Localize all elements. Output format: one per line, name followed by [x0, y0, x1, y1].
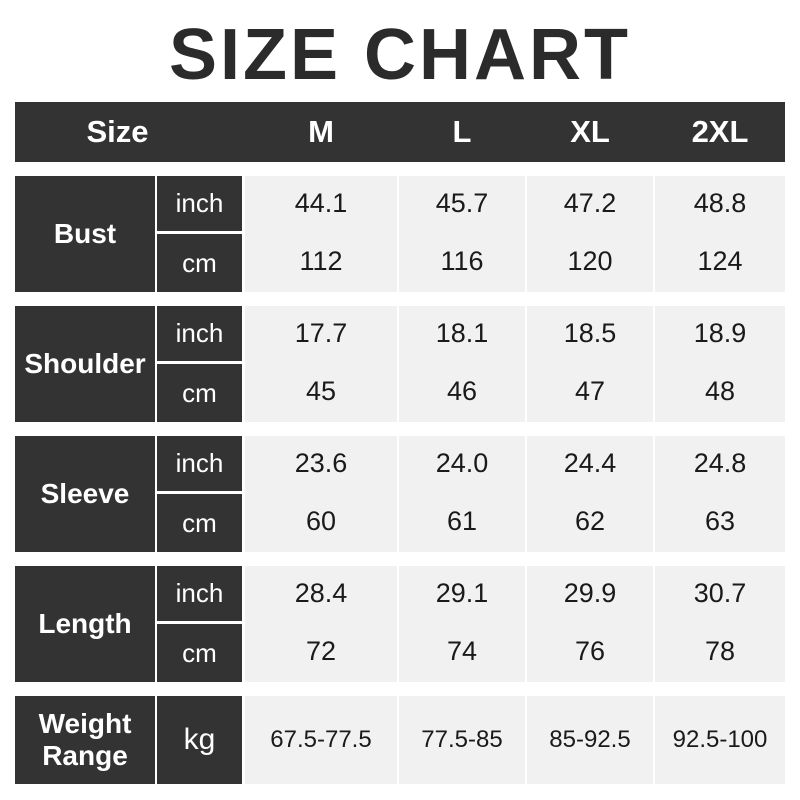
table-value: 45.7: [435, 188, 489, 218]
table-value: 63: [704, 506, 736, 536]
table-value: 18.9: [693, 318, 747, 348]
table-cell: [245, 566, 397, 682]
table-value: 112: [299, 246, 343, 276]
table-value: 47.2: [563, 188, 617, 218]
weight-label-line: Range: [42, 740, 128, 771]
header-size-0: M: [308, 114, 334, 149]
table-value: 28.4: [294, 578, 348, 608]
table-value: 62: [574, 506, 606, 536]
row-label: Sleeve: [15, 436, 155, 552]
header-size-2: XL: [570, 114, 610, 149]
row-label: Length: [15, 566, 155, 682]
unit-label: inch: [157, 306, 242, 361]
weight-value: 77.5-85: [399, 696, 525, 784]
header-size-1: L: [452, 114, 472, 149]
table-cell: [527, 176, 653, 292]
table-cell: [399, 306, 525, 422]
unit-label: cm: [157, 624, 242, 682]
table-value: 60: [305, 506, 337, 536]
table-value: 24.4: [563, 448, 617, 478]
table-cell: [399, 566, 525, 682]
table-value: 44.1: [294, 188, 348, 218]
table-value: 18.5: [563, 318, 617, 348]
table-value: 18.1: [435, 318, 489, 348]
table-value: 78: [704, 636, 736, 666]
weight-value: 92.5-100: [655, 696, 785, 784]
table-value: 24.0: [435, 448, 489, 478]
table-value: 29.1: [435, 578, 489, 608]
table-cell: [245, 176, 397, 292]
weight-value: 85-92.5: [527, 696, 653, 784]
table-value: 48.8: [693, 188, 747, 218]
table-cell: [245, 436, 397, 552]
weight-value: 67.5-77.5: [245, 696, 397, 784]
unit-label: inch: [157, 566, 242, 621]
table-value: 46: [446, 376, 478, 406]
unit-label: cm: [157, 234, 242, 292]
table-value: 72: [305, 636, 337, 666]
table-value: 45: [305, 376, 337, 406]
row-label: Shoulder: [15, 306, 155, 422]
table-value: 30.7: [693, 578, 747, 608]
table-value: 61: [446, 506, 478, 536]
row-label: Bust: [15, 176, 155, 292]
header-size-label: Size: [86, 114, 149, 149]
table-cell: [655, 176, 785, 292]
table-value: 23.6: [294, 448, 348, 478]
table-value: 47: [574, 376, 606, 406]
table-value: 29.9: [563, 578, 617, 608]
table-value: 120: [567, 246, 613, 276]
table-cell: [399, 176, 525, 292]
table-cell: [527, 566, 653, 682]
table-value: 116: [440, 246, 484, 276]
table-cell: [527, 436, 653, 552]
table-cell: [527, 306, 653, 422]
weight-label-line: Weight: [38, 707, 132, 739]
table-value: 76: [574, 636, 606, 666]
table-value: 74: [446, 636, 478, 666]
page-title: SIZE CHART: [169, 15, 631, 95]
table-cell: [655, 566, 785, 682]
table-cell: [399, 436, 525, 552]
table-value: 17.7: [294, 318, 348, 348]
unit-label: kg: [157, 696, 242, 784]
header-size-3: 2XL: [691, 114, 749, 149]
table-value: 124: [697, 246, 743, 276]
unit-label: cm: [157, 494, 242, 552]
unit-label: inch: [157, 176, 242, 231]
table-header: [15, 102, 785, 162]
table-cell: [655, 436, 785, 552]
table-cell: [245, 306, 397, 422]
unit-label: inch: [157, 436, 242, 491]
table-value: 24.8: [693, 448, 747, 478]
unit-label: cm: [157, 364, 242, 422]
row-label-weight: Weight Range: [15, 696, 155, 784]
table-value: 48: [704, 376, 736, 406]
table-cell: [655, 306, 785, 422]
